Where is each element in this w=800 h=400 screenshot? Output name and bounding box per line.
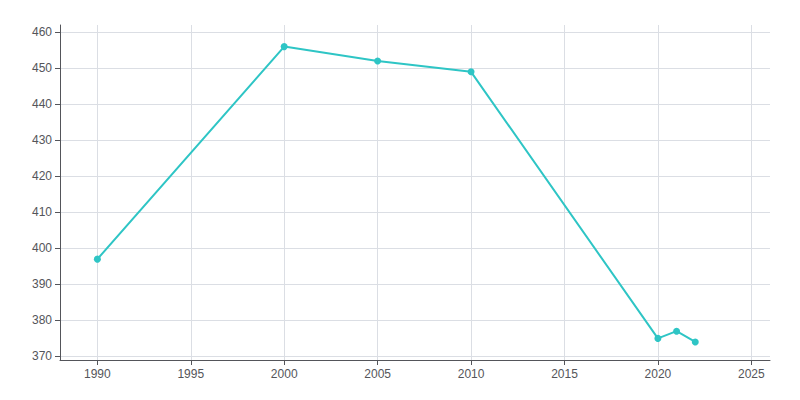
svg-text:400: 400 (32, 241, 52, 255)
svg-text:460: 460 (32, 25, 52, 39)
svg-text:390: 390 (32, 277, 52, 291)
svg-text:2020: 2020 (645, 367, 672, 381)
svg-text:430: 430 (32, 133, 52, 147)
svg-text:370: 370 (32, 349, 52, 363)
svg-text:2025: 2025 (738, 367, 765, 381)
svg-text:2000: 2000 (271, 367, 298, 381)
svg-text:450: 450 (32, 61, 52, 75)
svg-text:440: 440 (32, 97, 52, 111)
svg-text:410: 410 (32, 205, 52, 219)
svg-text:380: 380 (32, 313, 52, 327)
svg-text:1990: 1990 (84, 367, 111, 381)
svg-text:2015: 2015 (551, 367, 578, 381)
svg-text:2010: 2010 (458, 367, 485, 381)
svg-text:2005: 2005 (364, 367, 391, 381)
svg-text:1995: 1995 (177, 367, 204, 381)
svg-text:420: 420 (32, 169, 52, 183)
